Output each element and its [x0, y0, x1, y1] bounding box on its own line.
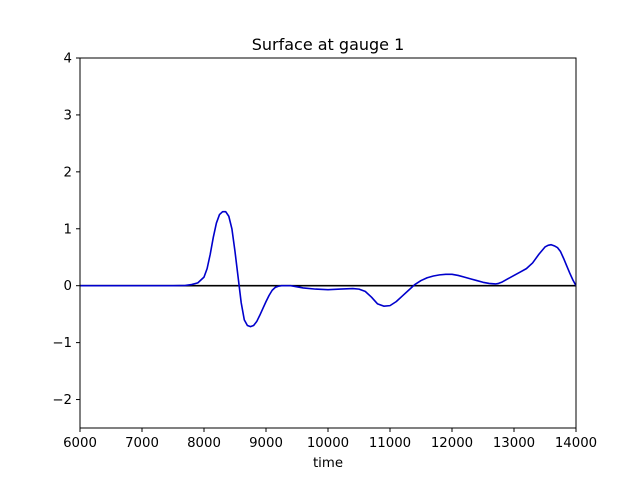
x-tick-label: 14000 — [555, 436, 597, 451]
y-tick-label: 0 — [64, 279, 72, 294]
chart-title: Surface at gauge 1 — [252, 35, 405, 54]
y-tick-label: 1 — [64, 222, 72, 237]
x-tick-label: 11000 — [369, 436, 411, 451]
y-tick-label: 3 — [64, 108, 72, 123]
series-line-1 — [80, 210, 576, 328]
y-tick-label: 2 — [64, 165, 72, 180]
x-tick-label: 10000 — [307, 436, 349, 451]
x-tick-label: 8000 — [187, 436, 221, 451]
x-tick-label: 9000 — [249, 436, 283, 451]
y-tick-label: −2 — [52, 393, 72, 408]
x-tick-label: 13000 — [493, 436, 535, 451]
x-tick-label: 6000 — [63, 436, 97, 451]
y-tick-label: −1 — [52, 336, 72, 351]
x-tick-label: 12000 — [431, 436, 473, 451]
x-tick-label: 7000 — [125, 436, 159, 451]
y-tick-label: 4 — [64, 52, 72, 67]
x-axis-label: time — [313, 456, 343, 471]
